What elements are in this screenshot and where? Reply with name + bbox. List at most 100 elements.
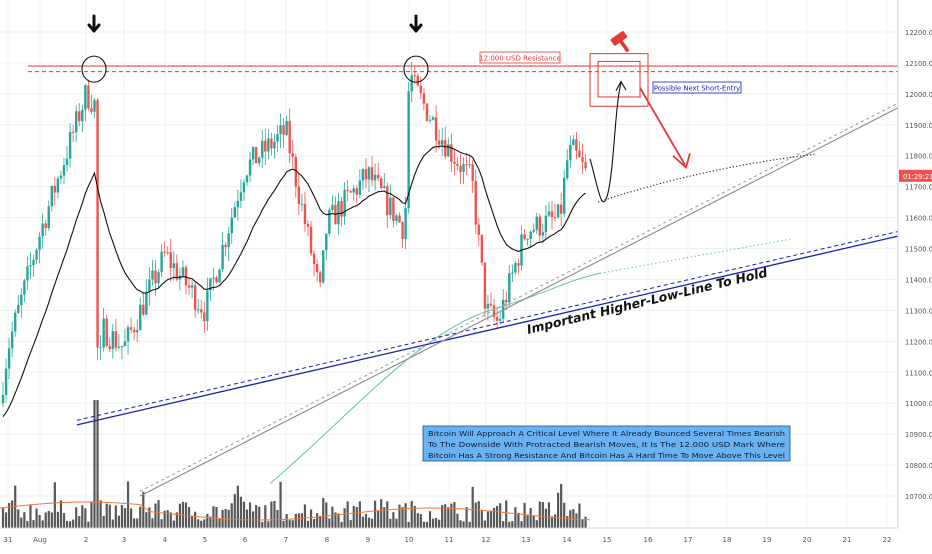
- candle-body: [297, 186, 301, 204]
- volume-bar: [456, 513, 459, 528]
- candle-body: [422, 93, 426, 104]
- volume-bar: [62, 513, 66, 528]
- gavel-head: [610, 31, 628, 46]
- volume-bar: [273, 501, 276, 528]
- candle-body: [447, 144, 450, 157]
- candle-body: [419, 85, 423, 94]
- volume-bar: [514, 507, 517, 528]
- candle-body: [78, 111, 81, 122]
- volume-bar: [529, 507, 532, 528]
- candle-body: [581, 157, 584, 163]
- volume-bar: [279, 481, 282, 528]
- trendline-dashed: [76, 231, 899, 421]
- candle-body: [517, 263, 520, 266]
- volume-bar: [81, 505, 84, 528]
- candle-body: [352, 188, 355, 193]
- moving-average-green-projection: [599, 238, 791, 274]
- volume-bar: [407, 521, 410, 528]
- candle-body: [328, 209, 331, 234]
- candle-body: [181, 267, 185, 276]
- candle-body: [136, 330, 139, 333]
- gavel-icon: [610, 31, 630, 53]
- volume-bar: [78, 516, 81, 528]
- volume-bar: [154, 503, 157, 528]
- candle-body: [120, 346, 124, 348]
- candle-body: [59, 175, 63, 179]
- candle-body: [508, 273, 511, 303]
- x-tick-label: 9: [366, 536, 370, 544]
- volume-bar: [157, 500, 160, 528]
- volume-bar: [450, 503, 453, 528]
- volume-bar: [428, 511, 432, 528]
- candle-body: [200, 309, 203, 313]
- y-tick-label: 11200.00: [905, 338, 932, 346]
- candle-body: [322, 250, 325, 283]
- candle-body: [193, 285, 197, 310]
- volume-bar: [401, 507, 404, 528]
- volume-bar: [236, 485, 239, 528]
- candle-body: [245, 175, 249, 183]
- candle-body: [7, 348, 11, 369]
- candle-body: [309, 226, 313, 254]
- volume-bar: [261, 521, 264, 528]
- volume-bar: [215, 507, 218, 528]
- y-tick-label: 10700.00: [905, 493, 932, 501]
- candle-body: [514, 263, 517, 273]
- peak-circle-1: [81, 55, 107, 83]
- volume-bar: [38, 515, 41, 528]
- candle-body: [526, 239, 529, 241]
- current-price-tag: [899, 169, 932, 182]
- candle-body: [32, 259, 35, 266]
- volume-bar: [35, 508, 38, 528]
- candle-body: [248, 159, 252, 176]
- candle-body: [99, 347, 102, 349]
- x-tick-label: 18: [723, 536, 732, 544]
- candle-body: [41, 223, 44, 237]
- x-tick-label: 21: [843, 536, 852, 544]
- candle-body: [65, 158, 69, 166]
- x-tick-label: 7: [284, 536, 288, 544]
- volume-bar: [242, 501, 246, 528]
- candle-body: [47, 206, 50, 229]
- volume-bar: [4, 512, 8, 528]
- candle-body: [190, 285, 194, 288]
- volume-bar: [99, 500, 102, 528]
- candle-body: [437, 140, 441, 145]
- y-tick-label: 11100.00: [905, 369, 932, 377]
- candle-body: [474, 181, 477, 225]
- candle-body: [477, 224, 480, 235]
- volume-bar: [139, 506, 142, 528]
- volume-bar: [41, 520, 44, 528]
- resistance-annotation-label: 12.000 USD Resistance: [479, 55, 561, 63]
- candle-body: [14, 312, 17, 332]
- volume-bar: [538, 501, 541, 528]
- volume-bar: [288, 520, 291, 528]
- volume-bar: [404, 503, 407, 528]
- volume-bar: [309, 509, 313, 528]
- volume-bar: [126, 481, 130, 528]
- volume-bar: [496, 506, 499, 528]
- volume-bar: [84, 508, 87, 528]
- candle-body: [553, 217, 557, 219]
- candle-body: [468, 164, 471, 166]
- candle-body: [90, 108, 93, 112]
- candle-body: [358, 180, 362, 195]
- candle-body: [184, 267, 188, 286]
- volume-bar: [120, 505, 124, 528]
- volume-bar: [392, 512, 395, 528]
- candle-body: [35, 250, 38, 260]
- candle-body: [425, 103, 429, 121]
- volume-bar: [175, 512, 178, 528]
- candle-body: [166, 252, 169, 254]
- candle-body: [416, 75, 419, 86]
- candle-body: [578, 150, 581, 158]
- candle-body: [169, 252, 172, 268]
- candle-body: [331, 204, 334, 210]
- volume-bar: [560, 483, 563, 528]
- volume-bar: [239, 496, 242, 528]
- candle-body: [230, 217, 233, 234]
- candle-body: [218, 269, 221, 283]
- volume-bar: [425, 521, 429, 528]
- candle-body: [270, 138, 273, 149]
- volume-bar: [130, 508, 133, 528]
